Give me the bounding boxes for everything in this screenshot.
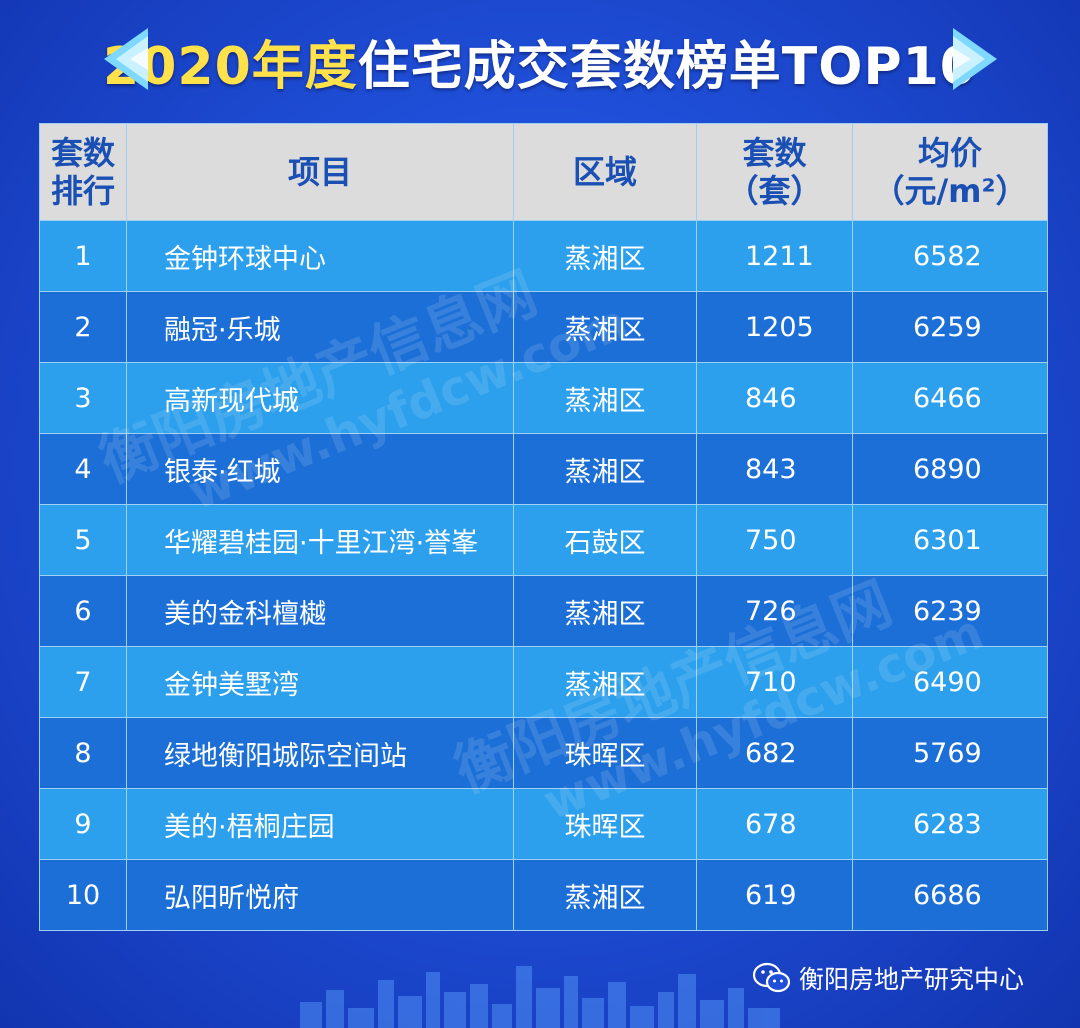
cell-project: 高新现代城 [126,362,514,434]
cell-project: 金钟环球中心 [126,220,514,292]
header-price-line1: 均价 [917,134,982,172]
cell-rank: 5 [39,504,127,576]
cell-rank: 7 [39,646,127,718]
cell-project: 绿地衡阳城际空间站 [126,717,514,789]
cell-district: 蒸湘区 [513,362,697,434]
cell-district: 珠晖区 [513,788,697,860]
ranking-table: 套数 排行 项目 区域 套数 （套） 均价 （元/m²） 1 金钟环球中心 蒸湘… [39,123,1048,931]
cell-project: 融冠·乐城 [126,291,514,363]
header-price-line2: （元/m²） [872,172,1028,210]
wechat-icon [753,962,791,993]
header-rank: 套数 排行 [39,123,127,221]
cell-price: 6686 [852,859,1048,931]
cell-units: 678 [696,788,853,860]
cell-units: 710 [696,646,853,718]
cell-units: 750 [696,504,853,576]
header-price: 均价 （元/m²） [852,123,1048,221]
cell-project: 弘阳昕悦府 [126,859,514,931]
cell-price: 6301 [852,504,1048,576]
diamond-left-icon [104,28,148,90]
cell-price: 6239 [852,575,1048,647]
cell-district: 蒸湘区 [513,646,697,718]
cell-project: 美的金科檀樾 [126,575,514,647]
table-row: 6 美的金科檀樾 蒸湘区 726 6239 [39,575,1048,647]
header-units-line2: （套） [726,172,823,210]
table-row: 8 绿地衡阳城际空间站 珠晖区 682 5769 [39,717,1048,789]
cell-price: 6466 [852,362,1048,434]
cell-project: 银泰·红城 [126,433,514,505]
header-project: 项目 [126,123,514,221]
table-header-row: 套数 排行 项目 区域 套数 （套） 均价 （元/m²） [39,123,1048,221]
cell-rank: 10 [39,859,127,931]
title-rest: 住宅成交套数榜单TOP10 [357,36,977,97]
cell-rank: 3 [39,362,127,434]
city-skyline-icon [300,966,780,1028]
cell-project: 美的·梧桐庄园 [126,788,514,860]
table-row: 10 弘阳昕悦府 蒸湘区 619 6686 [39,859,1048,931]
cell-project: 华耀碧桂园·十里江湾·誉峯 [126,504,514,576]
table-row: 4 银泰·红城 蒸湘区 843 6890 [39,433,1048,505]
table-row: 2 融冠·乐城 蒸湘区 1205 6259 [39,291,1048,363]
footer-source: 衡阳房地产研究中心 [753,958,1024,998]
cell-price: 6582 [852,220,1048,292]
cell-units: 682 [696,717,853,789]
cell-units: 843 [696,433,853,505]
cell-rank: 4 [39,433,127,505]
cell-rank: 9 [39,788,127,860]
cell-price: 6890 [852,433,1048,505]
header-district: 区域 [513,123,697,221]
cell-rank: 1 [39,220,127,292]
cell-price: 6283 [852,788,1048,860]
header-rank-line2: 排行 [50,172,115,210]
header-rank-line1: 套数 [50,134,115,172]
cell-district: 蒸湘区 [513,220,697,292]
header-units: 套数 （套） [696,123,853,221]
cell-units: 726 [696,575,853,647]
table-row: 9 美的·梧桐庄园 珠晖区 678 6283 [39,788,1048,860]
table-row: 5 华耀碧桂园·十里江湾·誉峯 石鼓区 750 6301 [39,504,1048,576]
cell-district: 蒸湘区 [513,433,697,505]
footer-text: 衡阳房地产研究中心 [799,965,1025,994]
table-row: 1 金钟环球中心 蒸湘区 1211 6582 [39,220,1048,292]
cell-price: 5769 [852,717,1048,789]
cell-units: 1211 [696,220,853,292]
cell-district: 蒸湘区 [513,859,697,931]
cell-price: 6259 [852,291,1048,363]
cell-units: 1205 [696,291,853,363]
cell-rank: 6 [39,575,127,647]
header-units-line1: 套数 [742,134,807,172]
cell-rank: 2 [39,291,127,363]
page-title: 2020年度住宅成交套数榜单TOP10 [103,24,977,99]
cell-price: 6490 [852,646,1048,718]
table-row: 7 金钟美墅湾 蒸湘区 710 6490 [39,646,1048,718]
cell-project: 金钟美墅湾 [126,646,514,718]
cell-district: 蒸湘区 [513,291,697,363]
cell-units: 846 [696,362,853,434]
title-bar: 2020年度住宅成交套数榜单TOP10 [0,0,1080,122]
table-row: 3 高新现代城 蒸湘区 846 6466 [39,362,1048,434]
cell-district: 蒸湘区 [513,575,697,647]
cell-district: 珠晖区 [513,717,697,789]
cell-rank: 8 [39,717,127,789]
diamond-right-icon [953,28,997,90]
cell-units: 619 [696,859,853,931]
cell-district: 石鼓区 [513,504,697,576]
